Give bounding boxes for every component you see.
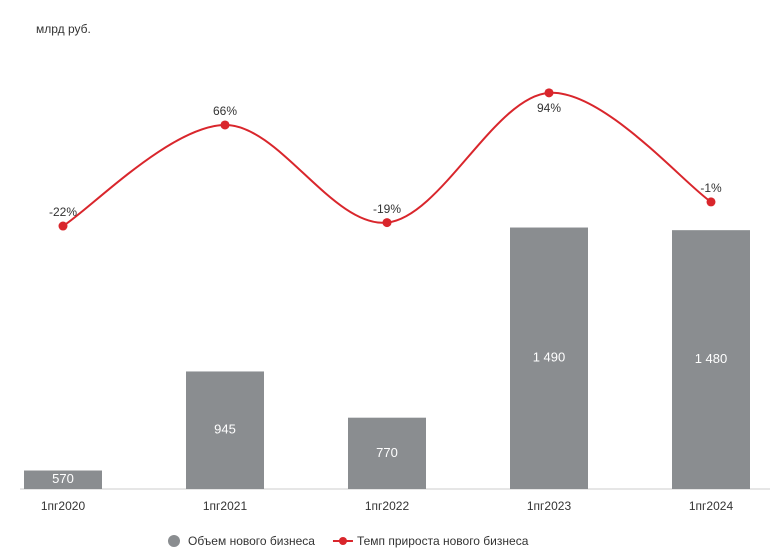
bar xyxy=(672,230,750,489)
line-point xyxy=(58,221,68,231)
line-label: -1% xyxy=(700,181,722,195)
bar xyxy=(348,417,426,489)
bar-label: 570 xyxy=(52,471,74,486)
bar-label: 945 xyxy=(214,422,236,437)
line-label: -22% xyxy=(49,205,77,219)
line-point xyxy=(382,218,392,228)
line-label: 94% xyxy=(537,101,561,115)
line-label: 66% xyxy=(213,104,237,118)
legend-label: Темп прироста нового бизнеса xyxy=(357,534,529,548)
x-tick-label: 1пг2024 xyxy=(689,499,734,513)
bar xyxy=(24,470,102,489)
chart-subtitle: млрд руб. xyxy=(36,22,91,36)
x-tick-label: 1пг2020 xyxy=(41,499,86,513)
line-label: -19% xyxy=(373,202,401,216)
bar xyxy=(186,371,264,489)
line-point xyxy=(544,88,554,98)
bar-label: 1 490 xyxy=(533,350,566,365)
x-tick-label: 1пг2021 xyxy=(203,499,248,513)
line-point xyxy=(220,120,230,130)
legend-marker xyxy=(338,537,347,545)
bar-label: 770 xyxy=(376,445,398,460)
bar-label: 1 480 xyxy=(695,351,728,366)
x-tick-label: 1пг2023 xyxy=(527,499,572,513)
legend-marker xyxy=(168,535,180,547)
x-tick-label: 1пг2022 xyxy=(365,499,410,513)
legend-label: Объем нового бизнеса xyxy=(188,534,315,548)
bar xyxy=(510,227,588,489)
line-point xyxy=(706,197,716,207)
